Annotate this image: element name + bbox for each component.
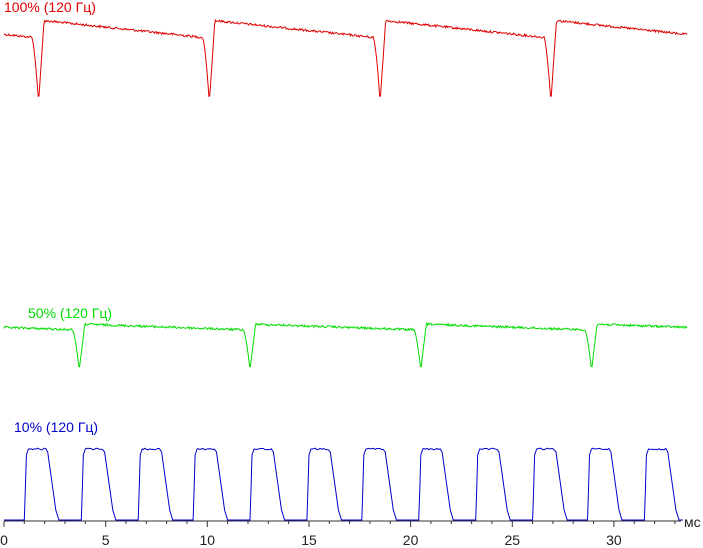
traces-group bbox=[3, 18, 688, 521]
series-label-50: 50% (120 Гц) bbox=[28, 305, 112, 321]
x-tick-label: 5 bbox=[102, 532, 110, 548]
x-axis: 0 5 10 15 20 25 30 мс bbox=[0, 514, 701, 548]
x-axis-unit: мс bbox=[684, 514, 701, 530]
series-line-50 bbox=[3, 321, 688, 368]
x-tick-label: 30 bbox=[606, 532, 622, 548]
x-axis-ticks: 0 5 10 15 20 25 30 bbox=[0, 521, 676, 548]
series-label-10: 10% (120 Гц) bbox=[14, 419, 98, 435]
x-tick-label: 25 bbox=[505, 532, 521, 548]
x-tick-label: 20 bbox=[403, 532, 419, 548]
series-labels-group: 100% (120 Гц) 50% (120 Гц) 10% (120 Гц) bbox=[4, 0, 112, 435]
series-label-100: 100% (120 Гц) bbox=[4, 0, 96, 15]
x-tick-label: 15 bbox=[301, 532, 317, 548]
x-tick-label: 0 bbox=[0, 532, 8, 548]
series-line-100 bbox=[3, 18, 688, 98]
series-line-10 bbox=[4, 447, 683, 521]
x-tick-label: 10 bbox=[200, 532, 216, 548]
